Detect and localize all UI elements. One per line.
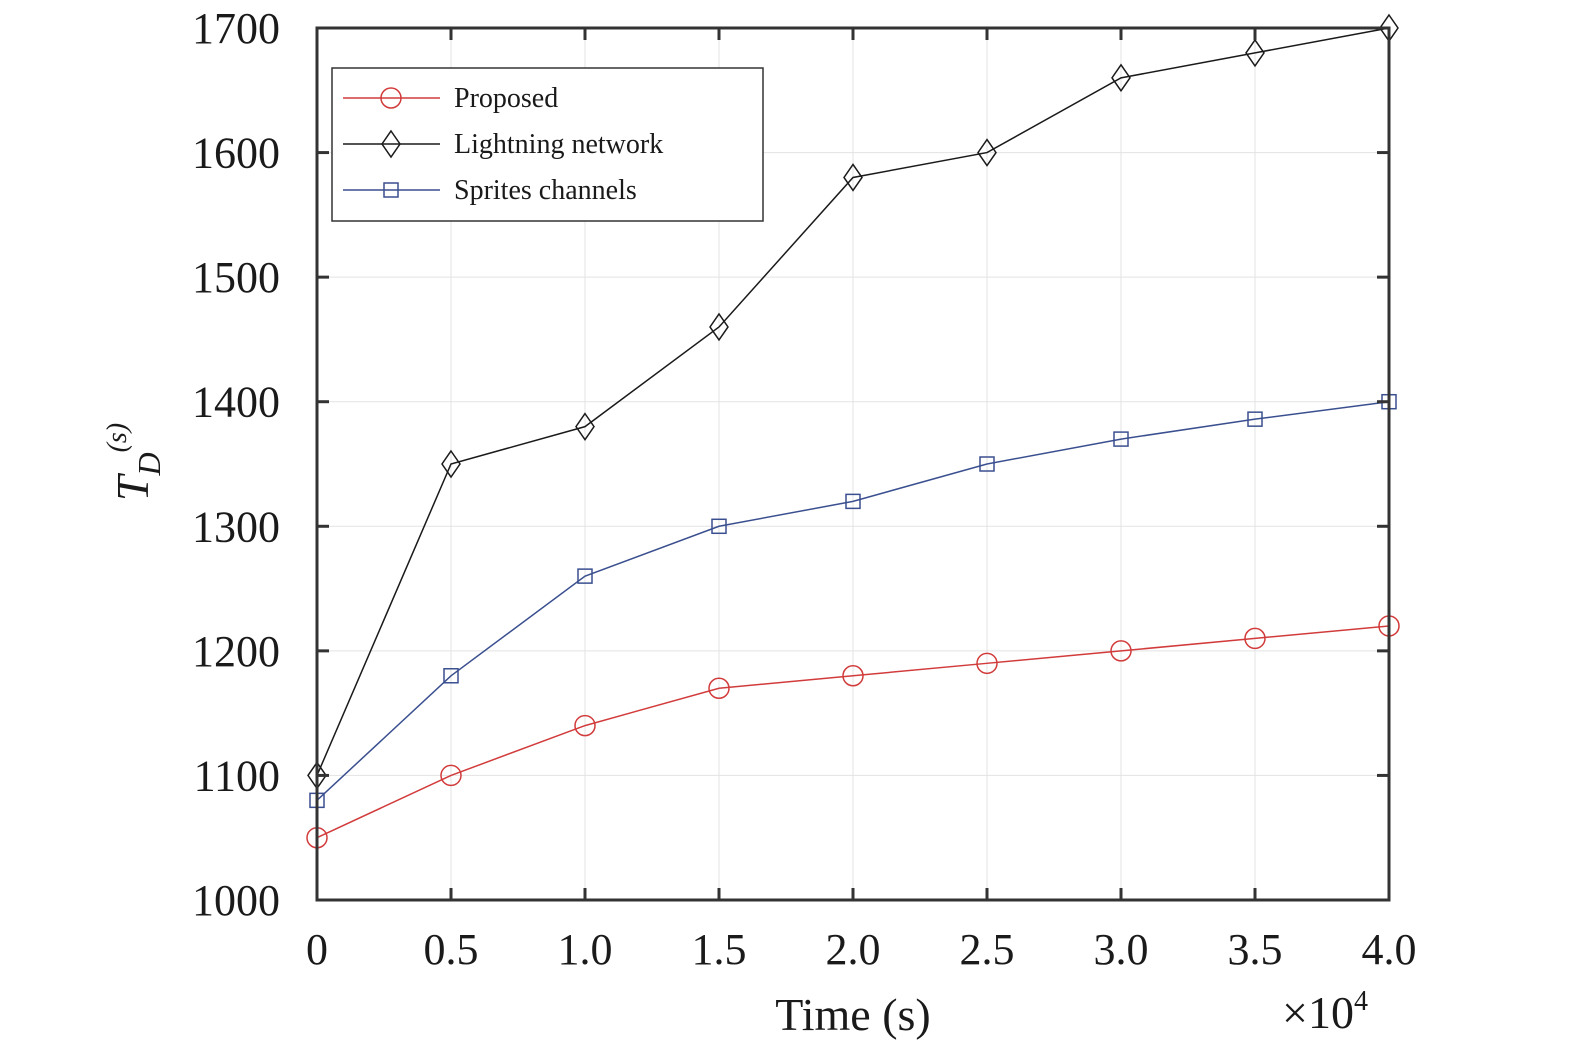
- data-point: [708, 677, 730, 699]
- x-tick-label: 4.0: [1362, 925, 1417, 974]
- data-point: [1245, 38, 1265, 68]
- data-point: [976, 652, 998, 675]
- legend-marker: [383, 182, 399, 198]
- series-layer: [306, 13, 1400, 849]
- legend: Proposed Lightning network Sprites channel…: [331, 67, 764, 222]
- data-point: [711, 518, 727, 535]
- series-circle: [306, 615, 1400, 849]
- x-tick-label: 2.0: [826, 925, 881, 974]
- legend-entry: Lightning network: [343, 129, 663, 160]
- x-tick-label: 2.5: [960, 925, 1015, 974]
- x-tick-label: 3.0: [1094, 925, 1149, 974]
- x-tick-label: 0: [306, 925, 328, 974]
- series-line: [316, 400, 1390, 801]
- axis-ticks: [315, 26, 1391, 902]
- x-tick-label: 0.5: [424, 925, 479, 974]
- data-point: [1113, 431, 1129, 447]
- y-tick-label: 1200: [192, 627, 280, 676]
- data-point: [440, 764, 462, 787]
- legend-label: Proposed: [454, 83, 558, 114]
- data-point: [1244, 627, 1266, 650]
- series-diamond: [307, 13, 1399, 790]
- legend-marker: [380, 87, 402, 109]
- y-tick-labels: 1000 1100 1200 1300 1400 1500 1600 1700: [192, 4, 280, 925]
- series-square: [309, 393, 1397, 809]
- data-point: [443, 668, 459, 684]
- y-tick-label: 1100: [194, 751, 280, 800]
- x-tick-label: 1.0: [558, 925, 613, 974]
- data-point: [577, 568, 593, 584]
- x-tick-label: 3.5: [1228, 925, 1283, 974]
- legend-marker: [381, 129, 401, 159]
- y-tick-label: 1300: [192, 502, 280, 551]
- data-point: [709, 312, 729, 342]
- data-point: [1247, 411, 1263, 427]
- series-line: [316, 27, 1390, 776]
- y-tick-label: 1400: [192, 378, 280, 427]
- legend-label: Sprites channels: [454, 175, 637, 206]
- y-axis-title: TD(s): [102, 423, 167, 501]
- legend-entry: Proposed: [343, 83, 558, 114]
- data-point: [574, 714, 596, 737]
- y-label-base: T: [107, 472, 158, 501]
- y-tick-label: 1600: [192, 129, 280, 178]
- legend-label: Lightning network: [454, 129, 663, 160]
- y-label-sup: (s): [102, 423, 133, 453]
- data-point: [1110, 640, 1132, 662]
- legend-items: Proposed Lightning network Sprites channel…: [343, 83, 663, 206]
- svg-text:TD(s): TD(s): [102, 423, 167, 501]
- x-axis-multiplier: ×104: [1282, 986, 1368, 1038]
- data-point: [842, 665, 864, 687]
- data-point: [845, 493, 861, 510]
- data-point: [1111, 63, 1131, 93]
- data-point: [441, 449, 461, 479]
- data-point: [977, 138, 997, 167]
- data-point: [575, 412, 595, 441]
- x-tick-label: 1.5: [692, 925, 747, 974]
- x-tick-labels: 0 0.5 1.0 1.5 2.0 2.5 3.0 3.5 4.0: [306, 925, 1417, 974]
- y-label-sub: D: [131, 452, 167, 476]
- data-point: [979, 456, 995, 472]
- x-multiplier-exp: 4: [1354, 986, 1368, 1017]
- legend-entry: Sprites channels: [343, 175, 637, 206]
- y-tick-label: 1500: [192, 253, 280, 302]
- series-line: [316, 625, 1390, 839]
- x-multiplier-base: ×10: [1282, 987, 1354, 1038]
- data-point: [843, 163, 863, 192]
- y-tick-label: 1700: [192, 4, 280, 53]
- x-axis-title: Time (s): [775, 989, 931, 1040]
- y-tick-label: 1000: [192, 876, 280, 925]
